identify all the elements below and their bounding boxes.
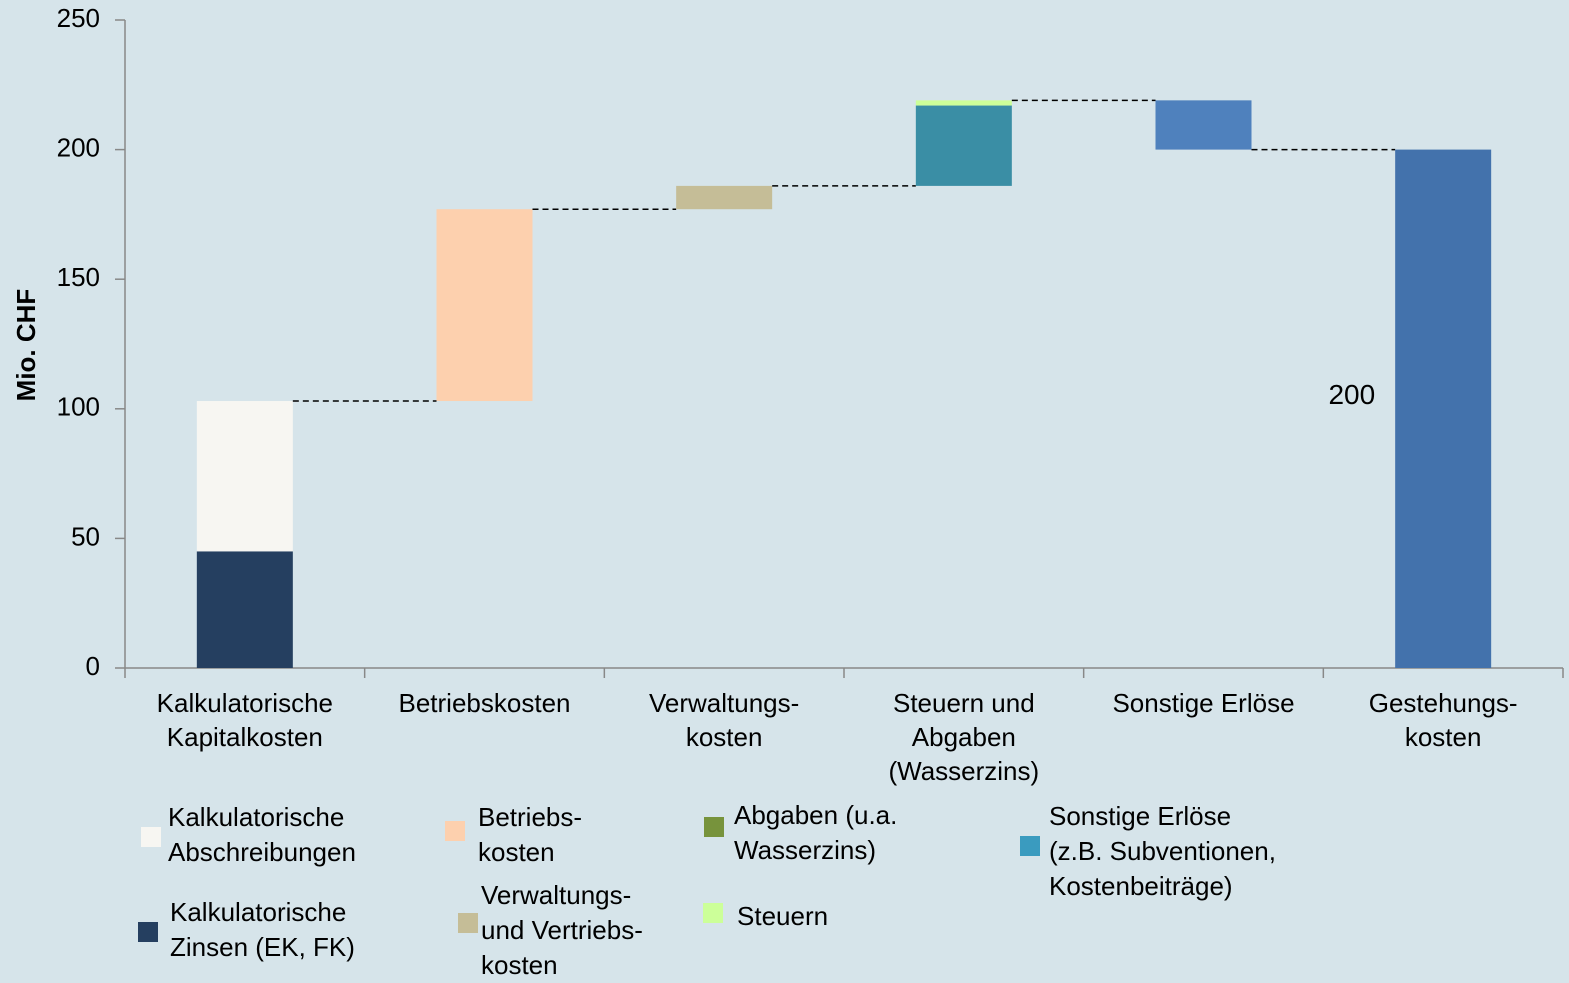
legend-label: Abgaben (u.a. Wasserzins) xyxy=(734,800,898,865)
legend-swatch xyxy=(1020,836,1040,856)
legend-swatch xyxy=(138,922,158,942)
y-tick-label: 0 xyxy=(86,651,100,681)
x-tick-label: Verwaltungs- kosten xyxy=(649,688,800,752)
legend-label: Betriebs- kosten xyxy=(478,802,583,867)
x-tick-label: Sonstige Erlöse xyxy=(1112,688,1295,718)
legend-swatch xyxy=(703,903,723,923)
legend-swatch xyxy=(445,821,465,841)
bar-segment xyxy=(1155,100,1252,150)
bar-segment xyxy=(915,100,1012,106)
bar-segment xyxy=(676,185,773,210)
legend-label: Kalkulatorische Abschreibungen xyxy=(168,802,356,867)
x-tick-label: Gestehungs- kosten xyxy=(1368,688,1518,752)
total-bar xyxy=(1395,149,1492,669)
bar-segment xyxy=(196,551,293,668)
x-tick-label: Betriebskosten xyxy=(398,688,571,718)
bar-segment xyxy=(915,105,1012,186)
y-tick-label: 200 xyxy=(57,132,100,162)
y-tick-label: 100 xyxy=(57,392,100,422)
legend-label: Kalkulatorische Zinsen (EK, FK) xyxy=(170,897,355,962)
legend-swatch xyxy=(704,817,724,837)
y-tick-label: 150 xyxy=(57,262,100,292)
bar-segment xyxy=(436,209,533,402)
legend-label: Sonstige Erlöse (z.B. Subventionen, Kost… xyxy=(1049,801,1276,901)
legend-swatch xyxy=(458,913,478,933)
y-axis-label: Mio. CHF xyxy=(11,289,41,402)
legend-label: Verwaltungs- und Vertriebs- kosten xyxy=(481,880,643,980)
y-tick-label: 50 xyxy=(71,521,100,551)
data-label: 200 xyxy=(1328,379,1375,410)
legend-swatch xyxy=(141,827,161,847)
bar-segment xyxy=(196,401,293,552)
y-tick-label: 250 xyxy=(57,3,100,33)
legend-label: Steuern xyxy=(737,901,829,931)
x-tick-label: Kalkulatorische Kapitalkosten xyxy=(156,688,333,752)
x-tick-label: Steuern und Abgaben (Wasserzins) xyxy=(888,688,1040,786)
